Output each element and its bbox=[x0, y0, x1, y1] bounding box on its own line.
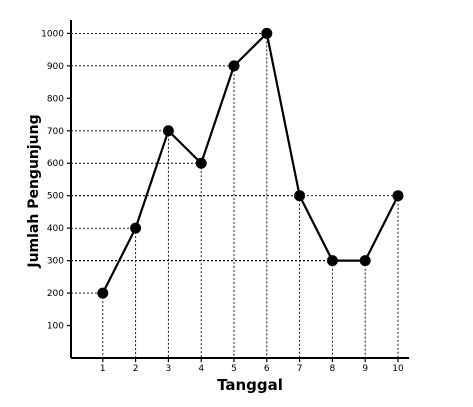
y-tick-group: 100 200 300 400 500 600 700 800 900 1000 bbox=[41, 29, 71, 332]
y-tick-label: 500 bbox=[47, 192, 64, 202]
data-point bbox=[97, 287, 109, 299]
x-tick-label: 7 bbox=[297, 364, 303, 374]
y-tick-label: 200 bbox=[47, 289, 64, 299]
data-point bbox=[195, 157, 207, 169]
y-tick-label: 900 bbox=[47, 62, 64, 72]
data-point bbox=[261, 27, 273, 39]
x-tick-label: 6 bbox=[264, 364, 270, 374]
dotted-guide-lines bbox=[71, 32, 399, 358]
x-tick-label: 10 bbox=[392, 364, 404, 374]
data-point bbox=[228, 60, 240, 72]
data-point bbox=[162, 125, 174, 137]
series-group bbox=[97, 27, 404, 299]
y-tick-label: 600 bbox=[47, 159, 64, 169]
x-tick-label: 1 bbox=[100, 364, 106, 374]
x-tick-label: 3 bbox=[166, 364, 172, 374]
data-point bbox=[294, 190, 306, 202]
y-tick-label: 1000 bbox=[41, 29, 64, 39]
x-tick-group: 1 2 3 4 5 6 7 8 9 10 bbox=[100, 358, 404, 374]
y-tick-label: 300 bbox=[47, 257, 64, 267]
y-axis-title: Jumlah Pengunjung bbox=[26, 114, 42, 268]
data-point bbox=[326, 255, 338, 267]
y-tick-label: 400 bbox=[47, 224, 64, 234]
x-axis-title: Tanggal bbox=[217, 376, 283, 394]
x-tick-label: 2 bbox=[133, 364, 139, 374]
y-tick-label: 100 bbox=[47, 322, 64, 332]
x-tick-label: 9 bbox=[362, 364, 368, 374]
x-tick-label: 8 bbox=[330, 364, 336, 374]
y-tick-label: 700 bbox=[47, 127, 64, 137]
data-point bbox=[130, 222, 142, 234]
x-tick-label: 4 bbox=[198, 364, 204, 374]
data-point bbox=[392, 190, 404, 202]
data-point bbox=[359, 255, 371, 267]
x-tick-label: 5 bbox=[231, 364, 237, 374]
chart-axes bbox=[70, 20, 409, 359]
series-line bbox=[101, 32, 399, 294]
y-tick-label: 800 bbox=[47, 94, 64, 104]
